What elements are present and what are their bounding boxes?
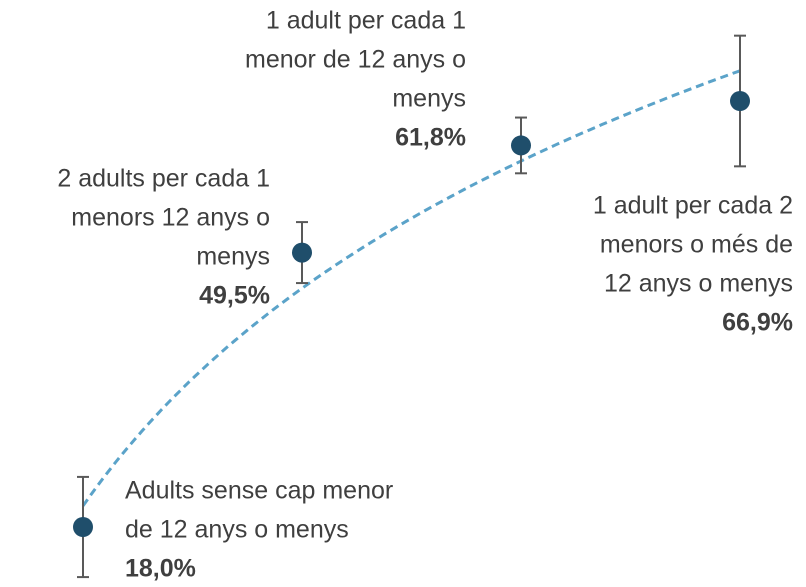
point	[730, 91, 750, 111]
value-label: 61,8%	[395, 124, 466, 152]
point-label: menors 12 anys o	[71, 204, 270, 232]
point	[292, 242, 312, 263]
point-label: 1 adult per cada 1	[266, 7, 466, 35]
point-label: 12 anys o menys	[604, 270, 793, 298]
point-label: menys	[196, 243, 270, 271]
point-label: Adults sense cap menor	[125, 477, 393, 505]
value-label: 66,9%	[722, 309, 793, 337]
value-label: 18,0%	[125, 555, 196, 582]
value-label: 49,5%	[199, 282, 270, 310]
point-label: menors o més de	[600, 231, 793, 259]
point-label: menys	[392, 85, 466, 113]
point-label: de 12 anys o menys	[125, 516, 349, 544]
trend-line	[81, 69, 741, 507]
point	[511, 135, 531, 156]
point	[73, 517, 93, 537]
point-label: 2 adults per cada 1	[57, 165, 270, 193]
point-label: menor de 12 anys o	[245, 46, 466, 74]
point-label: 1 adult per cada 2	[593, 192, 793, 220]
